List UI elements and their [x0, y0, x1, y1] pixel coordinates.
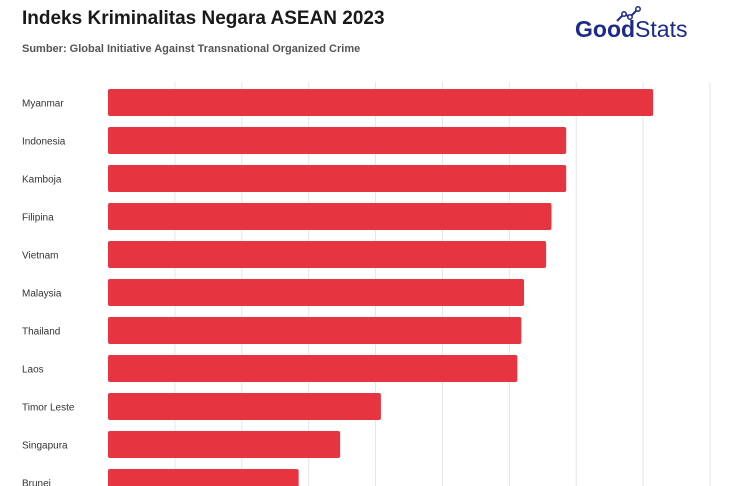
bar-thailand [108, 317, 522, 344]
chart-subtitle: Sumber: Global Initiative Against Transn… [22, 43, 361, 55]
category-label: Kamboja [22, 175, 62, 186]
bar-singapura [108, 431, 341, 458]
category-label: Filipina [22, 213, 54, 224]
bar-vietnam [108, 241, 547, 268]
bar-timor-leste [108, 393, 381, 420]
category-label: Timor Leste [22, 403, 75, 414]
bar-laos [108, 355, 518, 382]
logo-text-stats: Stats [635, 16, 688, 42]
category-label: Singapura [22, 441, 68, 452]
category-label: Malaysia [22, 289, 62, 300]
bar-indonesia [108, 127, 567, 154]
category-label: Indonesia [22, 137, 66, 148]
logo-text-good: Good [575, 16, 636, 42]
bar-myanmar [108, 89, 654, 116]
bar-filipina [108, 203, 552, 230]
category-label: Thailand [22, 327, 60, 338]
bar-kamboja [108, 165, 567, 192]
category-label: Laos [22, 365, 44, 376]
category-label: Brunei [22, 479, 51, 486]
bar-malaysia [108, 279, 525, 306]
category-label: Myanmar [22, 99, 64, 110]
bar-brunei [108, 469, 299, 486]
category-label: Vietnam [22, 251, 59, 262]
chart-title: Indeks Kriminalitas Negara ASEAN 2023 [22, 8, 385, 29]
trend-line-icon [616, 6, 641, 22]
goodstats-logo: Good Stats [575, 6, 688, 43]
